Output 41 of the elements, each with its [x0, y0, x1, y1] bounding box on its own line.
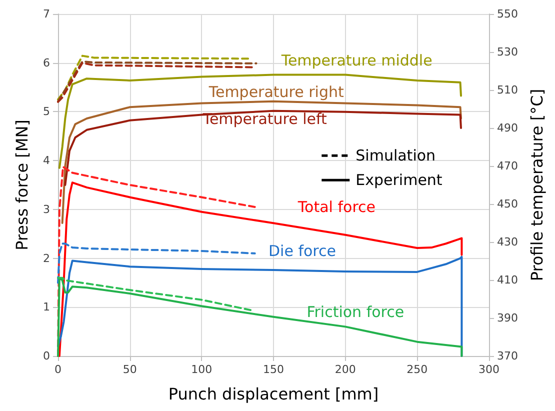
x-tick-label: 300	[478, 363, 500, 376]
x-tick-label: 100	[191, 363, 212, 376]
y-tick-label: 3	[43, 202, 50, 216]
series-label: Die force	[268, 242, 336, 260]
y-tick-label: 5	[43, 105, 50, 118]
annotation: Simulation	[356, 146, 436, 165]
x-tick-label: 150	[263, 363, 284, 376]
y2-tick-label: 390	[497, 312, 518, 324]
y-tick-label: 2	[43, 252, 50, 265]
y-tick-label: 1	[43, 300, 50, 314]
y2-tick-label: 430	[497, 236, 518, 248]
y2-tick-label: 370	[497, 350, 518, 362]
series-label: Temperature middle	[280, 51, 432, 70]
y2-tick-label: 450	[497, 198, 518, 210]
x-tick-label: 50	[122, 363, 137, 376]
y2-tick-label: 510	[497, 84, 518, 96]
y-tick-label: 7	[43, 8, 50, 20]
y2-tick-label: 410	[497, 274, 518, 286]
series-label: Friction force	[306, 303, 404, 322]
series-label: Temperature left	[202, 110, 328, 128]
line-series	[61, 100, 462, 224]
y-axis-title: Press force [MN]	[12, 120, 32, 250]
x-tick-label: 0	[54, 363, 62, 376]
y2-tick-label: 490	[497, 122, 518, 134]
x-tick-label: 200	[334, 363, 356, 376]
y2-axis-title: Profile temperature [°C]	[528, 88, 546, 282]
y2-tick-label: 470	[497, 160, 518, 172]
y2-tick-label: 550	[497, 8, 518, 20]
line-series	[57, 276, 252, 312]
line-series	[57, 242, 256, 284]
y2-tick-label: 530	[497, 46, 518, 58]
line-series	[58, 74, 462, 169]
x-axis-title: Punch displacement [mm]	[168, 384, 379, 404]
line-series	[57, 276, 463, 357]
series-label: Temperature right	[208, 83, 344, 102]
y-tick-label: 4	[43, 154, 50, 168]
y-tick-label: 0	[43, 350, 50, 362]
x-tick-label: 250	[406, 363, 428, 376]
annotation: Experiment	[356, 171, 442, 190]
y-tick-label: 6	[43, 56, 50, 70]
series-label: Total force	[296, 198, 376, 216]
